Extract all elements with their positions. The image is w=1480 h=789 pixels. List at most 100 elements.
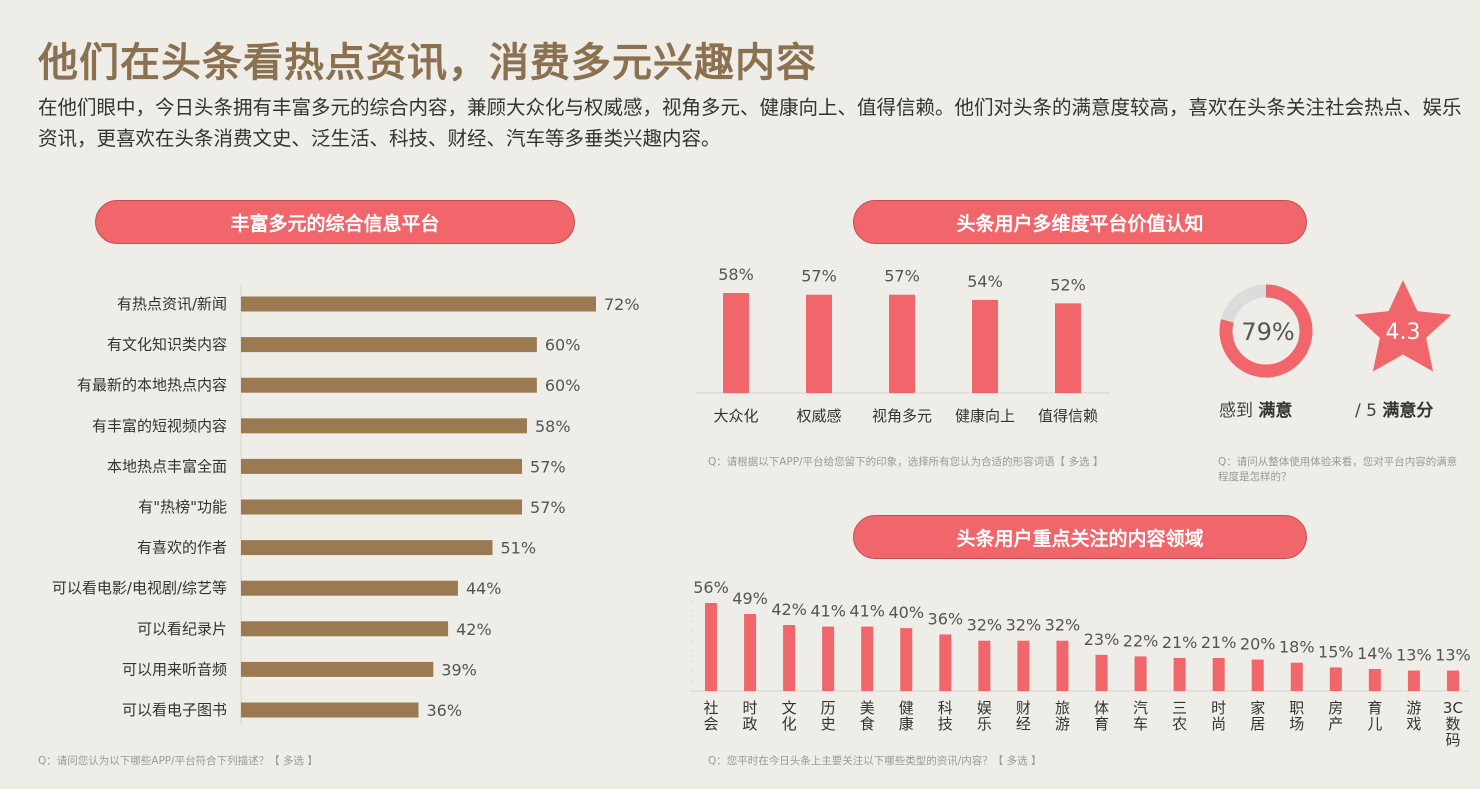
content-bar-chart: 56% 社会 49% 时政 42% 文化 41% 历史 41% 美食 40% 健康 36% 科技 32% 娱乐… bbox=[690, 578, 1471, 749]
donut-caption-prefix: 感到 bbox=[1219, 401, 1258, 421]
content-category-label: 职场 bbox=[1289, 699, 1304, 733]
content-value-label: 56% bbox=[693, 578, 729, 597]
platform-value-label: 36% bbox=[427, 701, 463, 720]
content-value-label: 42% bbox=[771, 600, 807, 619]
content-bar bbox=[744, 614, 757, 691]
content-value-label: 32% bbox=[967, 616, 1003, 635]
platform-bar bbox=[241, 621, 449, 637]
platform-bar bbox=[241, 580, 458, 596]
platform-category-label: 有热点资讯/新闻 bbox=[117, 295, 227, 313]
content-category-label: 旅游 bbox=[1055, 699, 1070, 733]
value-panel-title: 头条用户多维度平台价值认知 bbox=[853, 200, 1307, 244]
content-bar bbox=[783, 625, 796, 691]
platform-bar bbox=[241, 458, 523, 474]
content-bar bbox=[1446, 670, 1459, 691]
platform-category-label: 有文化知识类内容 bbox=[107, 336, 227, 354]
page-title: 他们在头条看热点资讯，消费多元兴趣内容 bbox=[38, 40, 817, 86]
content-category-label: 3C 数码 bbox=[1443, 699, 1463, 749]
donut-caption: 感到 满意 bbox=[1219, 400, 1292, 421]
platform-bar bbox=[241, 418, 527, 434]
content-value-label: 13% bbox=[1396, 646, 1432, 665]
platform-bar-chart: 有热点资讯/新闻 72% 有文化知识类内容 60% 有最新的本地热点内容 60% 有丰富的短… bbox=[52, 285, 640, 725]
content-bar bbox=[1407, 670, 1420, 691]
content-bar bbox=[1017, 640, 1030, 691]
donut-value: 79% bbox=[1241, 318, 1294, 346]
content-value-label: 18% bbox=[1279, 638, 1315, 657]
value-value-label: 54% bbox=[967, 272, 1003, 291]
content-value-label: 41% bbox=[849, 602, 885, 621]
platform-value-label: 60% bbox=[545, 376, 581, 395]
content-category-label: 美食 bbox=[860, 699, 875, 733]
content-category-label: 时政 bbox=[743, 699, 758, 733]
platform-bar bbox=[241, 702, 419, 718]
page-subtitle: 在他们眼中，今日头条拥有丰富多元的综合内容，兼顾大众化与权威感，视角多元、健康向… bbox=[38, 96, 1462, 150]
value-question: Q：请根据以下APP/平台给您留下的印象，选择所有您认为合适的形容词语【 多选 … bbox=[708, 455, 1103, 468]
platform-category-label: 可以用来听音频 bbox=[122, 660, 227, 678]
platform-value-label: 72% bbox=[604, 295, 640, 314]
platform-bar bbox=[241, 499, 523, 515]
content-category-label: 财经 bbox=[1016, 699, 1031, 733]
value-category-label: 值得信赖 bbox=[1038, 407, 1098, 425]
content-category-label: 房产 bbox=[1328, 699, 1343, 733]
value-bar bbox=[806, 294, 832, 393]
star-caption: / 5 满意分 bbox=[1355, 400, 1433, 421]
content-bar bbox=[1173, 658, 1186, 691]
content-value-label: 22% bbox=[1123, 631, 1159, 650]
value-bar bbox=[1055, 303, 1081, 393]
content-value-label: 21% bbox=[1201, 633, 1237, 652]
value-category-label: 视角多元 bbox=[872, 407, 932, 425]
content-panel-title: 头条用户重点关注的内容领域 bbox=[853, 515, 1307, 559]
content-value-label: 13% bbox=[1435, 646, 1471, 665]
platform-value-label: 57% bbox=[530, 457, 566, 476]
content-bar bbox=[939, 634, 952, 691]
content-bar bbox=[1290, 662, 1303, 691]
platform-bar bbox=[241, 661, 434, 677]
value-value-label: 57% bbox=[801, 267, 837, 286]
value-bar bbox=[723, 293, 749, 393]
content-category-label: 娱乐 bbox=[977, 699, 992, 733]
platform-category-label: 可以看电子图书 bbox=[122, 701, 227, 719]
content-bar bbox=[861, 626, 874, 691]
star-icon bbox=[1354, 280, 1452, 372]
platform-question: Q：请问您认为以下哪些APP/平台符合下列描述？【 多选 】 bbox=[38, 754, 318, 767]
content-bar bbox=[1329, 667, 1342, 691]
content-bar bbox=[1056, 640, 1069, 691]
value-value-label: 57% bbox=[884, 267, 920, 286]
value-category-label: 权威感 bbox=[796, 407, 841, 425]
content-category-label: 三农 bbox=[1172, 699, 1187, 733]
star-caption-bold: 满意分 bbox=[1382, 400, 1433, 421]
content-value-label: 32% bbox=[1006, 616, 1042, 635]
value-bar-chart: 58% 大众化 57% 权威感 57% 视角多元 54% 健康向上 52% 值得信赖 bbox=[695, 265, 1110, 425]
content-question: Q：您平时在今日头条上主要关注以下哪些类型的资讯/内容？【 多选 】 bbox=[708, 754, 1041, 767]
content-value-label: 40% bbox=[888, 603, 924, 622]
platform-value-label: 42% bbox=[456, 620, 492, 639]
value-bar bbox=[972, 299, 998, 393]
content-bar bbox=[1095, 654, 1108, 691]
content-bar bbox=[1368, 669, 1381, 691]
donut-caption-bold: 满意 bbox=[1258, 400, 1292, 421]
content-bar bbox=[705, 603, 717, 691]
content-category-label: 家居 bbox=[1250, 699, 1265, 733]
value-value-label: 58% bbox=[718, 265, 754, 284]
value-category-label: 大众化 bbox=[713, 407, 758, 425]
platform-value-label: 51% bbox=[500, 539, 536, 558]
content-bar bbox=[900, 628, 913, 691]
platform-bar bbox=[241, 337, 537, 353]
platform-category-label: 可以看纪录片 bbox=[137, 620, 227, 638]
platform-value-label: 39% bbox=[441, 660, 477, 679]
content-bar bbox=[978, 640, 991, 691]
platform-bar bbox=[241, 296, 596, 312]
satisfaction-question-line2: 程度是怎样的？ bbox=[1218, 470, 1292, 483]
content-category-label: 时尚 bbox=[1211, 699, 1226, 733]
platform-category-label: 有丰富的短视频内容 bbox=[92, 417, 227, 435]
content-category-label: 文化 bbox=[782, 699, 797, 733]
star-caption-prefix: / 5 bbox=[1355, 401, 1382, 421]
platform-category-label: 本地热点丰富全面 bbox=[107, 457, 227, 475]
star-value: 4.3 bbox=[1386, 320, 1421, 345]
content-category-label: 体育 bbox=[1094, 699, 1109, 733]
content-value-label: 49% bbox=[732, 589, 768, 608]
content-value-label: 21% bbox=[1162, 633, 1198, 652]
content-bar bbox=[1134, 656, 1147, 691]
content-category-label: 健康 bbox=[899, 699, 914, 733]
platform-category-label: 有"热榜"功能 bbox=[138, 498, 227, 516]
